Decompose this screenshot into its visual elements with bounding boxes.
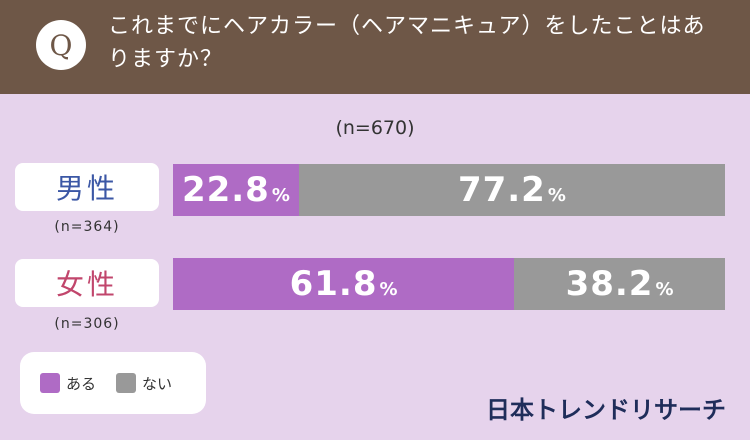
q-badge-letter: Q: [49, 28, 73, 62]
percent-sign: %: [379, 278, 398, 300]
legend-label-no: ない: [142, 374, 173, 393]
legend-swatch-yes: [40, 373, 60, 393]
data-label-yes-1: 61.8: [289, 264, 378, 304]
category-label-1: 女性: [15, 259, 159, 307]
legend-item-no: ない: [116, 373, 172, 394]
category-sample-size-0: (n=364): [54, 219, 120, 235]
bar-segment-yes-1: 61.8%: [173, 258, 515, 310]
category-label-0: 男性: [15, 163, 159, 211]
bar-segment-no-0: 77.2%: [298, 164, 725, 216]
percent-sign: %: [271, 184, 290, 206]
data-label-no-1: 38.2: [565, 264, 654, 304]
bar-segment-yes-0: 22.8%: [173, 164, 299, 216]
legend-item-yes: ある: [40, 373, 96, 394]
brand-logo: 日本トレンドリサーチ: [486, 396, 726, 424]
data-label-yes-0: 22.8: [181, 170, 270, 210]
legend-label-yes: ある: [66, 374, 97, 393]
percent-sign: %: [655, 278, 674, 300]
legend-swatch-no: [116, 373, 137, 393]
total-sample-size: (n=670): [335, 117, 415, 139]
bar-row-1: 61.8% 38.2%: [173, 258, 725, 310]
question-header: Q これまでにヘアカラー（ヘアマニキュア）をしたことはありますか？: [0, 0, 750, 94]
data-label-no-0: 77.2: [457, 170, 546, 210]
bar-row-0: 22.8% 77.2%: [173, 164, 725, 216]
percent-sign: %: [547, 184, 566, 206]
q-badge-icon: Q: [36, 20, 86, 70]
question-text: これまでにヘアカラー（ヘアマニキュア）をしたことはありますか？: [108, 14, 706, 72]
category-sample-size-1: (n=306): [54, 316, 120, 332]
legend: ある ない: [20, 352, 206, 414]
bar-segment-no-1: 38.2%: [514, 258, 725, 310]
